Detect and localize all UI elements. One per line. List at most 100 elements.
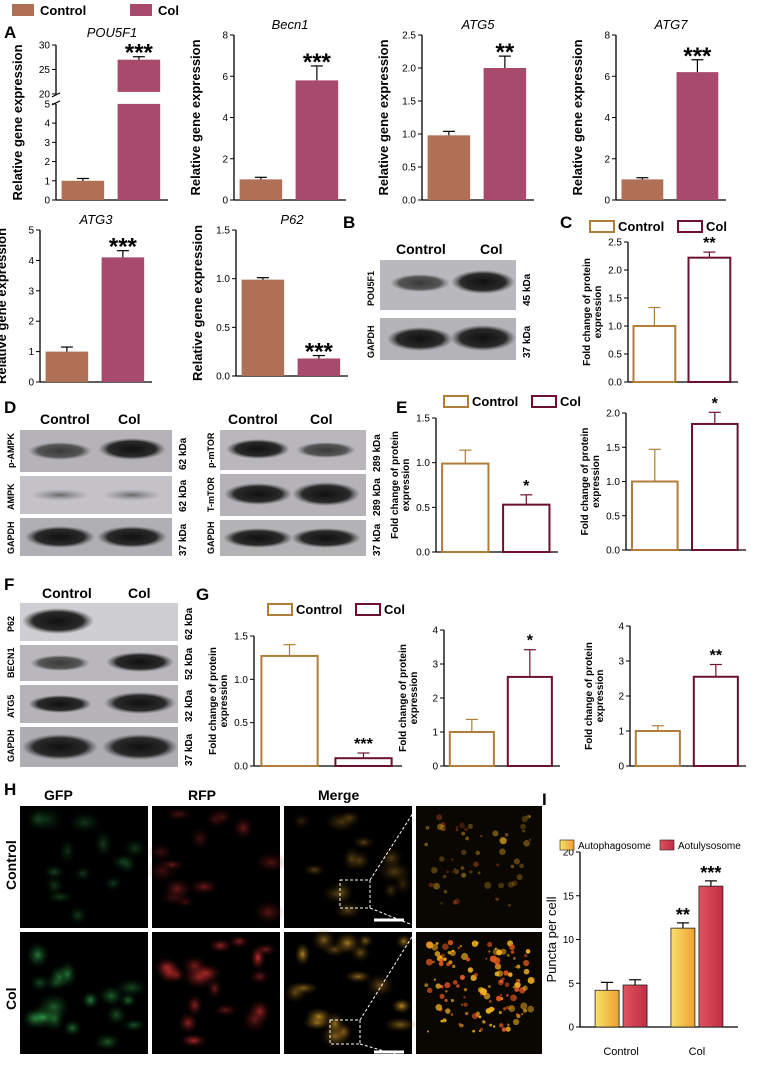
y-tick-label: 0.5 [216, 323, 230, 334]
chart-title: P62 [280, 212, 304, 227]
puncta-dot [472, 1029, 476, 1033]
puncta-dot [509, 944, 515, 951]
blot-dl-row3-size: 37 kDa [178, 523, 189, 556]
legend-label-control: Control [40, 3, 86, 18]
y-tick-label: 1 [28, 347, 34, 358]
cell-blob [58, 837, 77, 865]
legend-label-col: Col [706, 219, 727, 234]
puncta-dot [464, 827, 469, 832]
puncta-dot [499, 837, 507, 845]
y-tick-label: 5 [568, 979, 574, 990]
puncta-dot [461, 1003, 464, 1006]
chart-title: ATG3 [79, 212, 114, 227]
blot-dr-row2-band-control [224, 483, 292, 505]
bar-control [239, 179, 283, 200]
y-axis-label: Relative gene expression [0, 228, 9, 384]
bar-control [61, 180, 105, 200]
panel-label-e: E [396, 398, 407, 417]
puncta-dot [521, 815, 528, 823]
chart-becn1: 0 2 4 6 8 Relative gene expression *** Becn1 [188, 17, 346, 207]
y-tick-label: 0 [44, 196, 50, 207]
puncta-dot [520, 823, 526, 830]
y-axis-label: Relative gene expression [190, 225, 205, 381]
puncta-dot [452, 964, 456, 969]
blot-f-row2-band-control [30, 655, 90, 671]
puncta-dot [514, 987, 520, 992]
blot-f-row1-band-control [22, 608, 94, 634]
puncta-dot [494, 947, 497, 950]
legend-swatch-col [677, 220, 703, 233]
micro-row-col: Col [3, 987, 19, 1010]
cell-blob [249, 968, 270, 985]
bar-col [117, 59, 161, 200]
zoom-line-control-bottom [369, 907, 416, 927]
puncta-dot [505, 1026, 511, 1032]
blot-dl-col-control: Control [40, 411, 90, 427]
micro-tile-bg [416, 806, 542, 928]
bar-aotulysosome-col [698, 885, 724, 1028]
puncta-dot [461, 831, 465, 836]
y-tick-label: 2 [618, 692, 624, 703]
bar-col [295, 80, 339, 200]
cell-blob [248, 999, 272, 1024]
y-tick-label: 0.5 [234, 718, 248, 729]
blot-b-col-col: Col [480, 241, 503, 257]
y-axis-label: Fold change of protein [208, 647, 219, 755]
puncta-dot [529, 838, 532, 841]
cell-blob [382, 1016, 418, 1033]
y-tick-label: 3 [44, 138, 50, 149]
puncta-dot [449, 949, 456, 956]
y-tick-label: 4 [432, 626, 438, 637]
puncta-dot [451, 870, 455, 874]
blot-b-row2-band-col [450, 325, 516, 351]
y-tick-label: 0 [604, 196, 610, 207]
puncta-dot [527, 1005, 535, 1013]
puncta-dot [442, 827, 446, 831]
y-tick-label: 1.0 [402, 130, 416, 141]
y-tick-label: 15 [563, 891, 575, 902]
cell-blob [294, 942, 311, 967]
puncta-dot [511, 880, 518, 887]
y-tick-label: 2 [44, 157, 50, 168]
puncta-dot [460, 866, 465, 871]
blot-f-row4-band-col [102, 734, 178, 760]
puncta-dot [442, 874, 447, 879]
blot-f-row4-size: 37 kDa [184, 733, 195, 766]
puncta-dot [444, 998, 448, 1003]
puncta-dot [443, 957, 447, 961]
cell-blob [93, 829, 113, 858]
x-tick-label: Control [603, 1046, 638, 1058]
legend-label-control: Control [472, 394, 518, 409]
puncta-dot [443, 889, 448, 894]
puncta-dot [493, 957, 501, 965]
y-tick-label: 0.5 [606, 511, 620, 522]
chart-title: POU5F1 [87, 25, 138, 40]
y-tick-label: 0.0 [402, 196, 416, 207]
chart-title: Becn1 [272, 17, 309, 32]
blot-dl-row1-size: 62 kDa [178, 437, 189, 470]
cell-blob [232, 815, 254, 841]
bar-col [506, 675, 553, 767]
y-tick-label: 4 [222, 113, 228, 124]
cell-blob [212, 1003, 239, 1017]
legend-swatch-control [589, 220, 615, 233]
cell-blob [67, 811, 102, 834]
puncta-dot [519, 863, 524, 869]
cell-blob [177, 1011, 199, 1034]
cell-blob [351, 835, 376, 850]
puncta-dot [508, 1005, 516, 1012]
blot-dr-row3-band-col [291, 528, 361, 548]
blot-f-row2-size: 52 kDa [184, 647, 195, 680]
blot-dl-row1-band-control [28, 442, 92, 460]
cell-blob [188, 878, 220, 895]
puncta-dot [427, 987, 433, 993]
legend-swatch-control [443, 395, 469, 408]
cell-blob [25, 807, 51, 831]
y-tick-label: 1.0 [606, 477, 620, 488]
blot-d-left: Control Col p-AMPK 62 kDa AMPK 62 kDa GA… [6, 411, 189, 556]
significance-label: * [527, 633, 534, 650]
bar-col [297, 358, 341, 376]
puncta-dot [500, 948, 507, 955]
y-axis-label: expression [593, 286, 604, 339]
puncta-dot [509, 1007, 512, 1010]
